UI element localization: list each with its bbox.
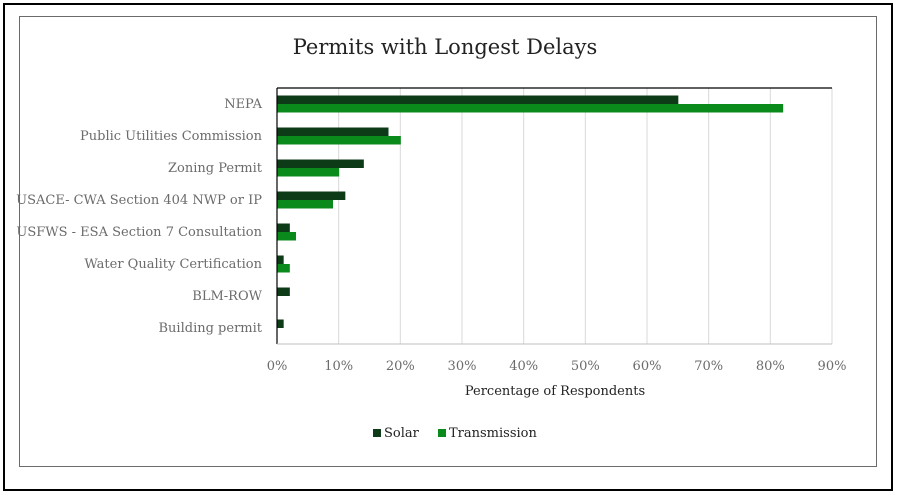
category-label: BLM-ROW: [192, 289, 262, 304]
legend-label-transmission: Transmission: [449, 426, 537, 441]
bar-transmission: [277, 232, 296, 241]
category-label: NEPA: [224, 97, 262, 112]
bar-solar: [277, 255, 284, 264]
category-label: Building permit: [159, 321, 263, 336]
bar-transmission: [277, 264, 290, 273]
category-label: Zoning Permit: [168, 161, 263, 176]
bar-transmission: [277, 104, 784, 113]
x-axis-title: Percentage of Respondents: [465, 384, 645, 399]
bar-transmission: [277, 136, 401, 145]
bar-solar: [277, 223, 290, 232]
category-label: Water Quality Certification: [84, 257, 262, 272]
x-tick-label: 60%: [633, 359, 662, 374]
category-label: Public Utilities Commission: [80, 129, 263, 144]
x-tick-label: 50%: [571, 359, 600, 374]
x-tick-label: 0%: [267, 359, 288, 374]
legend-swatch-transmission: [438, 429, 446, 437]
bar-solar: [277, 159, 364, 168]
legend-swatch-solar: [373, 429, 381, 437]
outer-frame: [3, 3, 893, 491]
legend-label-solar: Solar: [384, 426, 420, 441]
x-tick-label: 30%: [448, 359, 477, 374]
axes: [276, 87, 832, 345]
bar-transmission: [277, 200, 333, 209]
bar-transmission: [277, 168, 340, 177]
x-tick-label: 80%: [756, 359, 785, 374]
x-tick-label: 90%: [818, 359, 847, 374]
x-tick-label: 40%: [509, 359, 538, 374]
bars: [277, 95, 784, 328]
chart-title: Permits with Longest Delays: [293, 35, 598, 59]
labels: 0% 10% 20% 30% 40% 50% 60% 70% 80% 90% NEPA Public …: [16, 97, 846, 374]
bar-solar: [277, 319, 284, 328]
x-tick-label: 20%: [386, 359, 415, 374]
bar-solar: [277, 95, 679, 104]
x-tick-label: 70%: [694, 359, 723, 374]
legend: Solar Transmission: [373, 426, 537, 441]
x-tick-label: 10%: [324, 359, 353, 374]
category-label: USFWS - ESA Section 7 Consultation: [16, 225, 262, 240]
chart-frame: [19, 16, 877, 467]
bar-solar: [277, 191, 346, 200]
bar-solar: [277, 287, 290, 296]
category-label: USACE- CWA Section 404 NWP or IP: [16, 193, 262, 208]
bar-solar: [277, 127, 389, 136]
grid-lines: [338, 88, 833, 344]
